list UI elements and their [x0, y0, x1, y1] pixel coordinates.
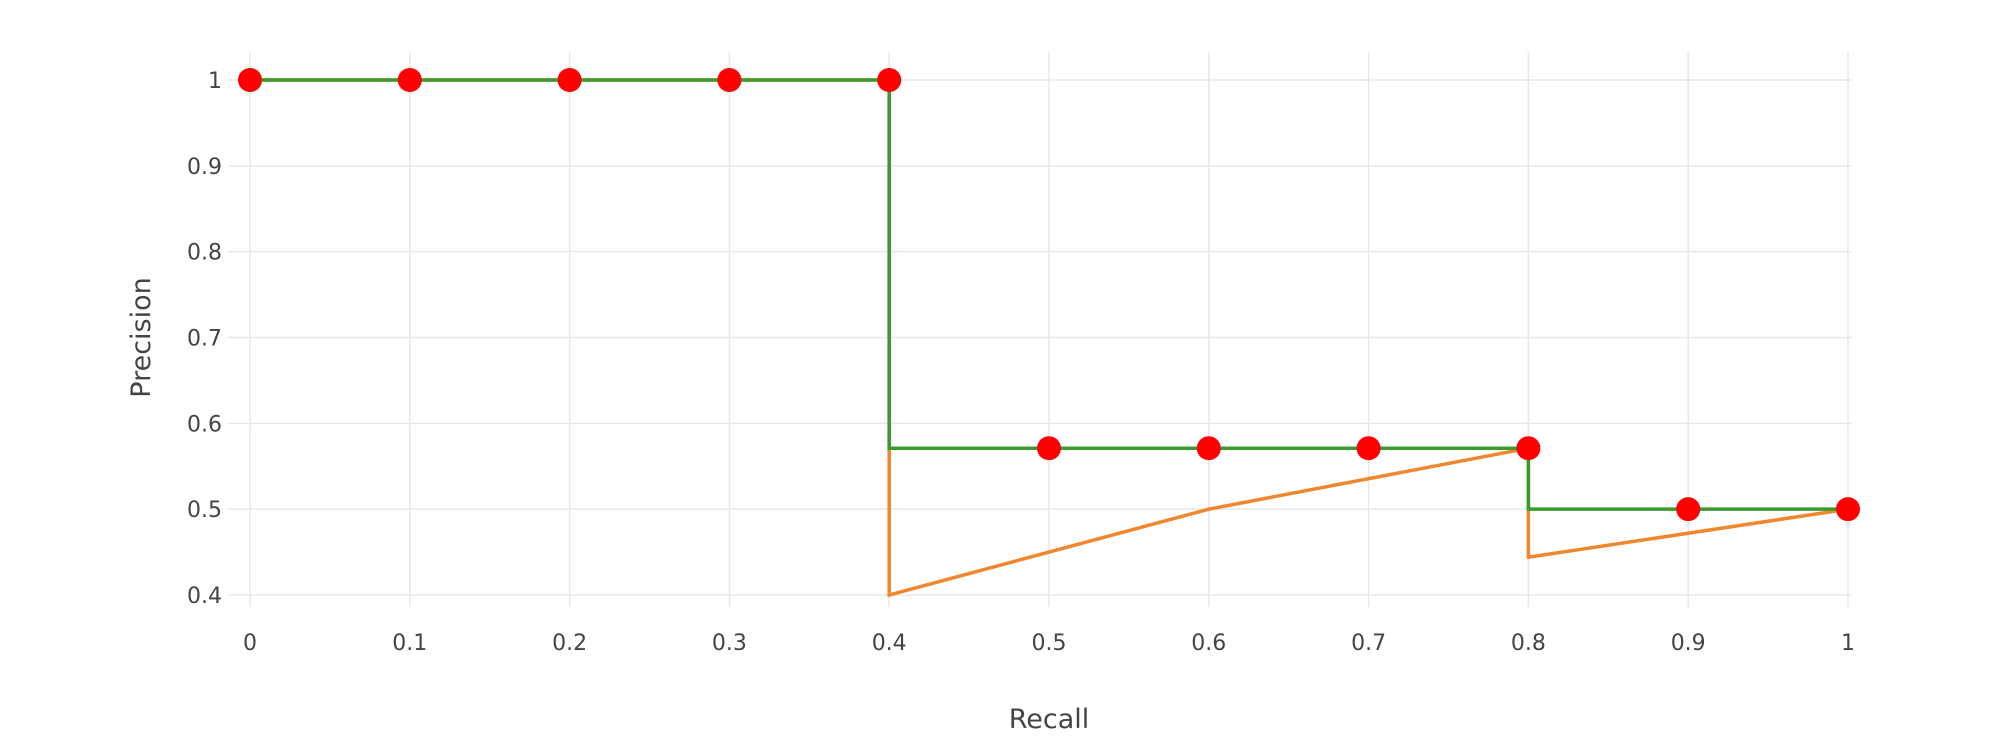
- data-point-marker: [397, 68, 422, 92]
- data-point-marker: [717, 68, 742, 92]
- y-tick-label: 0.4: [187, 584, 222, 609]
- x-tick-label: 1: [1841, 631, 1855, 656]
- x-tick-label: 0.5: [1032, 631, 1067, 656]
- x-tick-label: 0.8: [1511, 631, 1546, 656]
- x-tick-label: 0.1: [392, 631, 427, 656]
- data-point-marker: [1676, 497, 1701, 522]
- x-tick-labels: 0 0.1 0.2 0.3 0.4 0.5 0.6 0.7 0.8 0.9 1: [243, 631, 1855, 656]
- data-point-marker: [1356, 436, 1381, 461]
- data-point-marker: [877, 68, 902, 92]
- y-tick-label: 0.9: [187, 155, 222, 180]
- y-tick-label: 0.8: [187, 241, 222, 266]
- y-tick-label: 0.7: [187, 327, 222, 352]
- x-tick-label: 0.9: [1671, 631, 1706, 656]
- grid: [228, 52, 1852, 607]
- y-tick-label: 1: [208, 69, 222, 94]
- data-point-marker: [557, 68, 582, 92]
- y-axis-title: Precision: [126, 277, 157, 397]
- series-markers: [238, 68, 1860, 522]
- data-point-marker: [238, 68, 262, 92]
- x-axis-title: Recall: [1009, 704, 1090, 735]
- x-tick-label: 0.3: [712, 631, 747, 656]
- x-tick-label: 0.2: [552, 631, 587, 656]
- x-tick-label: 0.4: [872, 631, 907, 656]
- x-tick-label: 0.7: [1351, 631, 1386, 656]
- y-tick-labels: 0.4 0.5 0.6 0.7 0.8 0.9 1: [187, 69, 222, 609]
- y-tick-label: 0.6: [187, 412, 222, 437]
- x-tick-label: 0.6: [1191, 631, 1226, 656]
- data-point-marker: [1037, 436, 1061, 461]
- data-point-marker: [1836, 497, 1860, 522]
- data-point-marker: [1516, 436, 1541, 461]
- data-point-marker: [1196, 436, 1221, 461]
- x-tick-label: 0: [243, 631, 257, 656]
- y-tick-label: 0.5: [187, 498, 222, 523]
